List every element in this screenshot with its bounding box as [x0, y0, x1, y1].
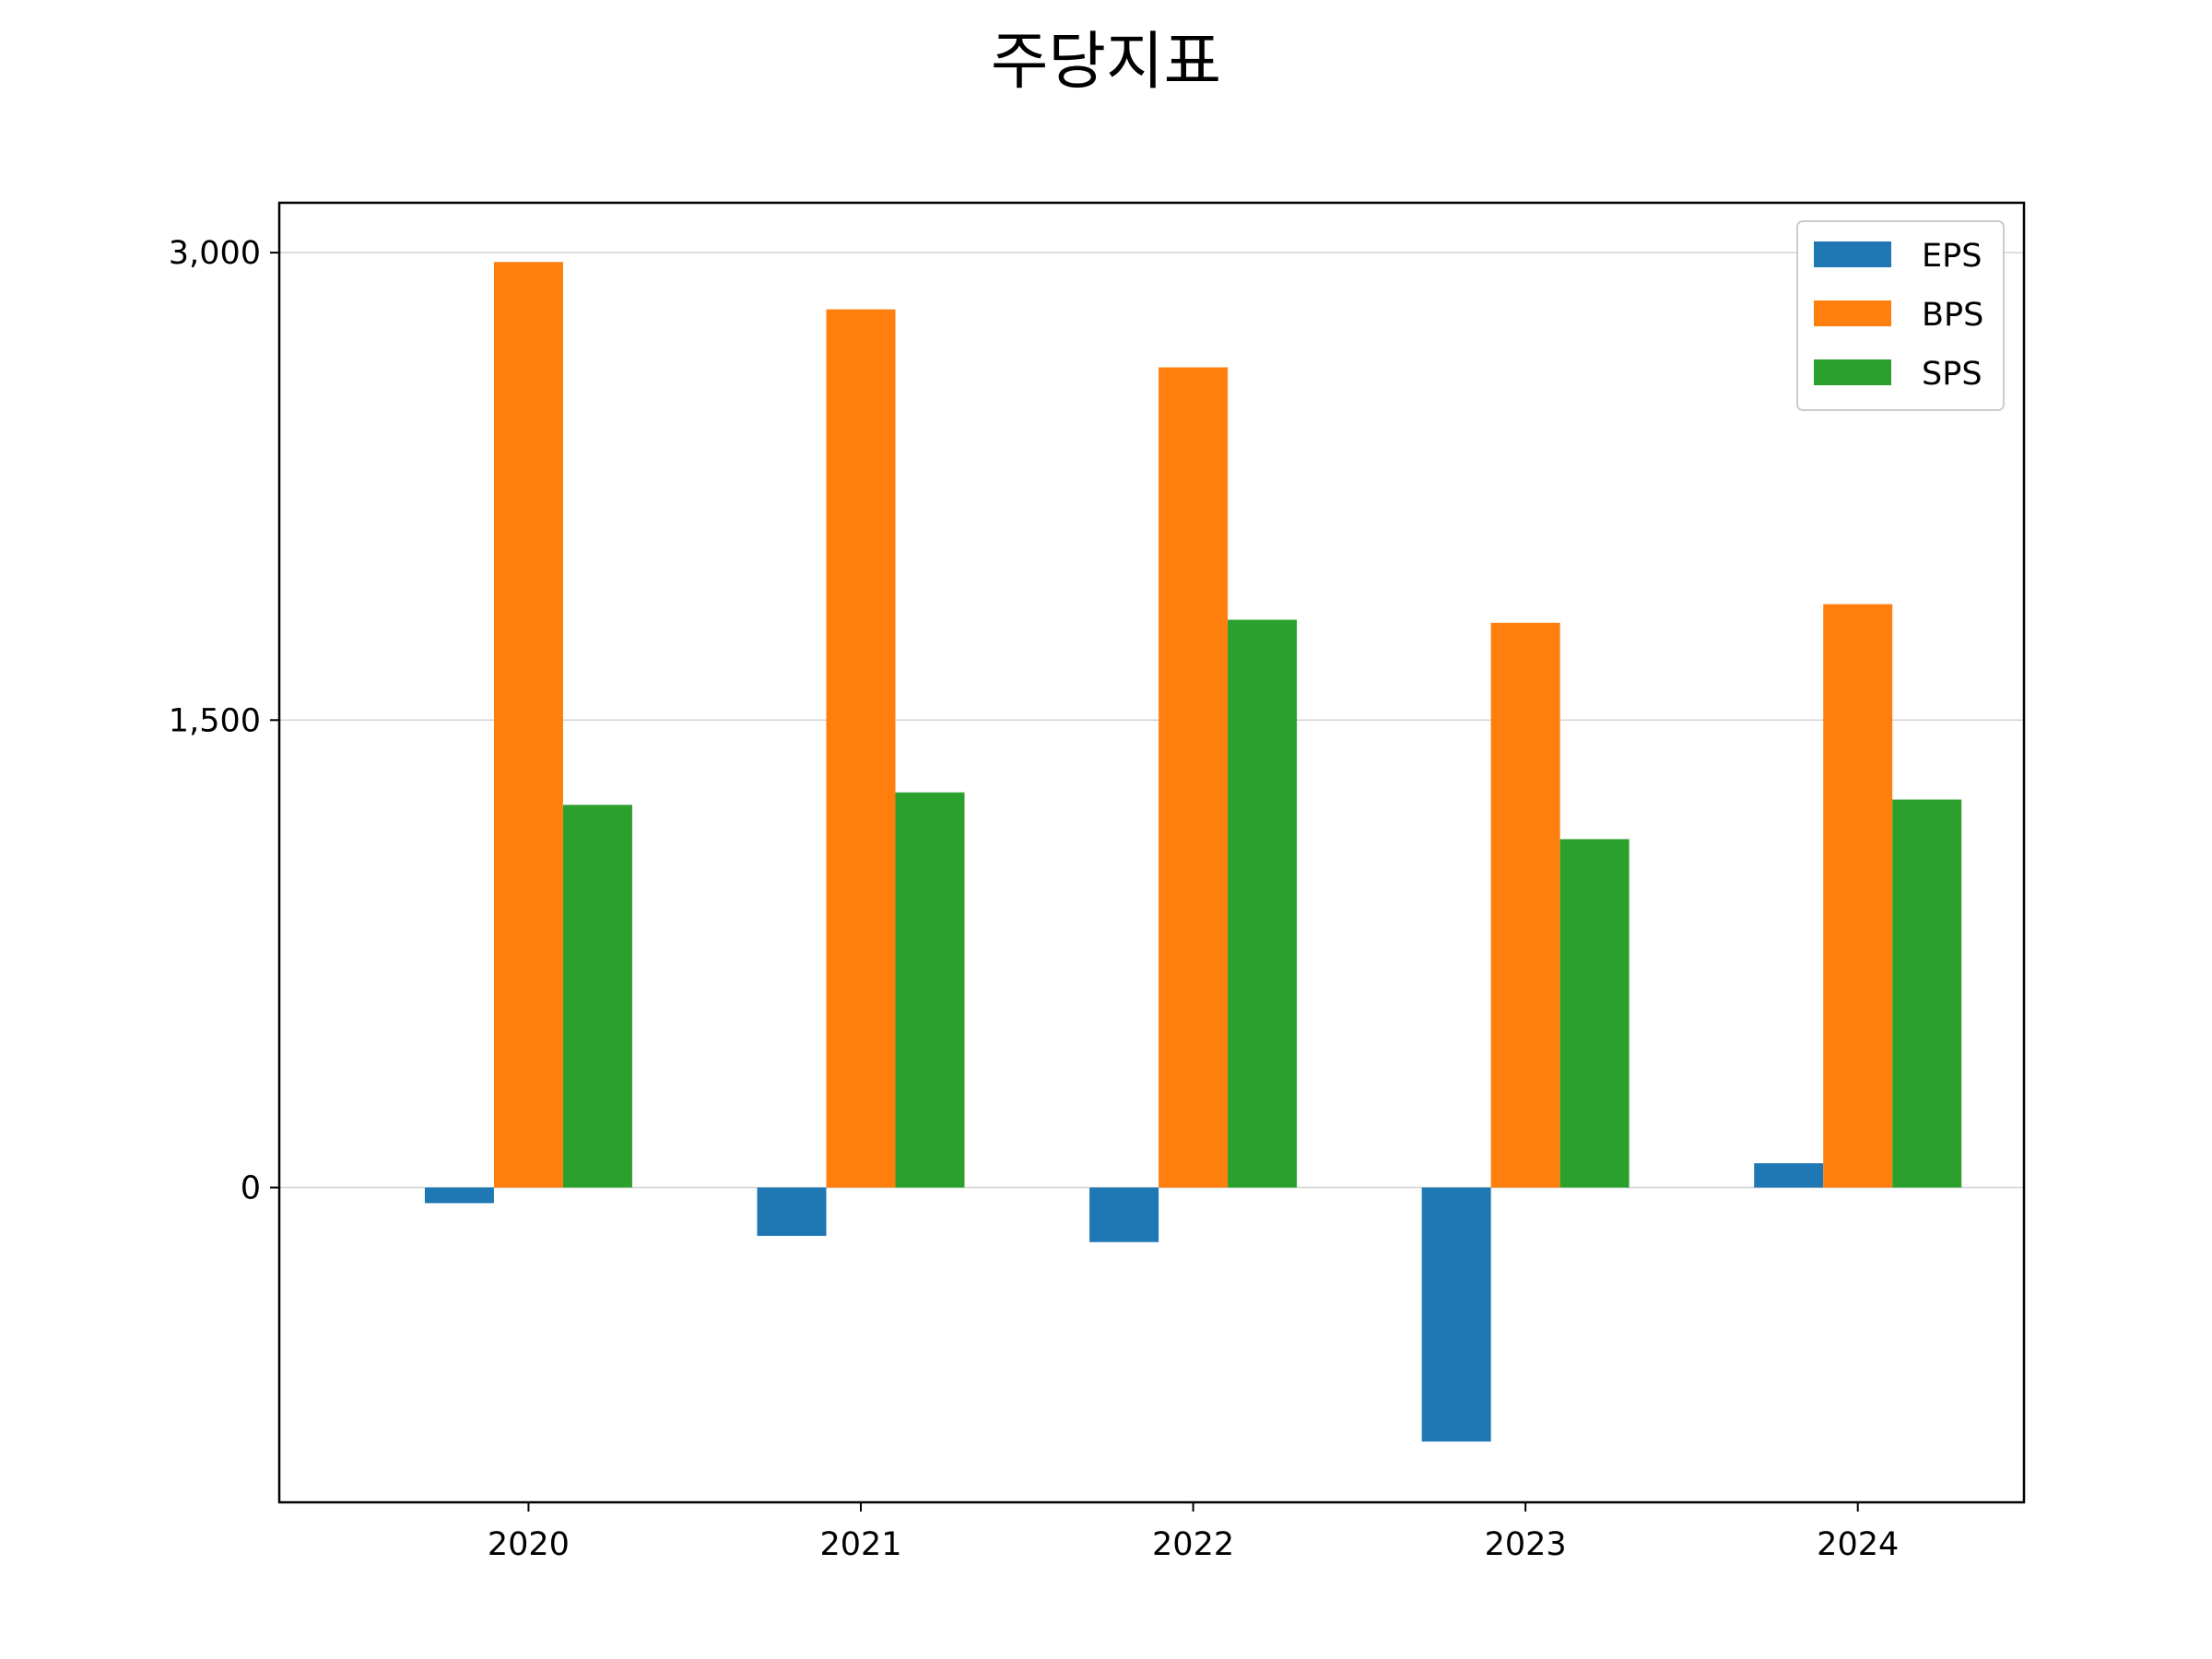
bar-eps: [757, 1187, 827, 1236]
x-tick-label: 2023: [1485, 1526, 1567, 1563]
bar-sps: [1228, 619, 1298, 1188]
x-tick-label: 2021: [819, 1526, 901, 1563]
bar-bps: [1159, 367, 1229, 1188]
x-tick-label: 2020: [488, 1526, 570, 1563]
legend-label: SPS: [1922, 356, 1983, 393]
bar-sps: [562, 805, 632, 1188]
bar-sps: [1892, 799, 1962, 1188]
bar-bps: [1490, 622, 1560, 1188]
bar-eps: [424, 1187, 494, 1204]
bars: [424, 262, 1962, 1442]
bar-eps: [1089, 1187, 1159, 1242]
legend-label: BPS: [1922, 297, 1983, 334]
legend-swatch: [1814, 359, 1891, 385]
legend-swatch: [1814, 300, 1891, 326]
plot-frame: [277, 201, 2026, 1504]
x-tick-label: 2022: [1152, 1526, 1234, 1563]
y-tick-label: 3,000: [169, 235, 261, 272]
chart-title: 주당지표: [991, 26, 1221, 99]
y-axis: 0 1,500 3,000: [169, 235, 279, 1206]
legend-label: EPS: [1922, 238, 1982, 275]
bar-bps: [1823, 604, 1893, 1188]
legend-swatch: [1814, 241, 1891, 267]
y-tick-label: 0: [241, 1170, 261, 1206]
legend: EPS BPS SPS: [1796, 220, 2005, 411]
bar-bps: [493, 262, 563, 1188]
bar-sps: [895, 792, 965, 1188]
bar-eps: [1421, 1187, 1491, 1442]
bar-eps: [1754, 1163, 1824, 1188]
x-axis: 2020 2021 2022 2023 2024: [488, 1502, 1899, 1563]
bar-sps: [1559, 839, 1630, 1188]
x-tick-label: 2024: [1817, 1526, 1899, 1563]
y-tick-label: 1,500: [169, 702, 261, 739]
bar-bps: [826, 309, 896, 1188]
